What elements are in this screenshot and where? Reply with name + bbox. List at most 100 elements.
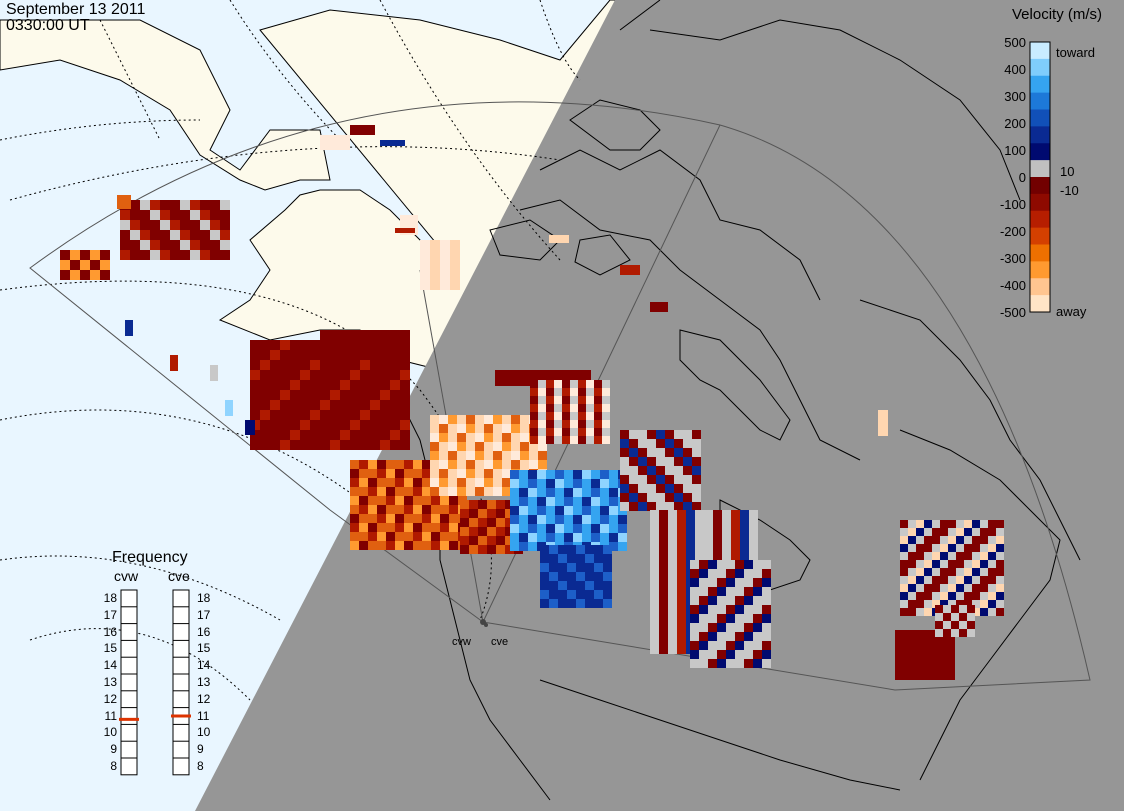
backscatter-cell: [430, 469, 439, 478]
backscatter-cell: [980, 528, 988, 536]
backscatter-cell: [260, 400, 270, 410]
backscatter-cell: [370, 350, 380, 360]
backscatter-cell: [932, 552, 940, 560]
backscatter-cell: [699, 560, 708, 569]
backscatter-cell: [650, 627, 659, 636]
backscatter-cell: [586, 428, 594, 436]
backscatter-cell: [585, 581, 594, 590]
backscatter-cell: [120, 240, 130, 250]
backscatter-cell: [609, 524, 618, 533]
velocity-colorbar-segment: [1030, 143, 1050, 161]
backscatter-cell: [692, 439, 701, 448]
backscatter-cell: [665, 466, 674, 475]
backscatter-cell: [350, 487, 359, 496]
backscatter-cell: [980, 560, 988, 568]
backscatter-cell: [668, 528, 677, 537]
backscatter-cell: [940, 552, 948, 560]
backscatter-cell: [908, 520, 916, 528]
backscatter-cell: [609, 479, 618, 488]
backscatter-cell: [594, 590, 603, 599]
backscatter-cell: [350, 340, 360, 350]
backscatter-cell: [582, 533, 591, 542]
backscatter-cell: [554, 396, 562, 404]
backscatter-cell: [280, 340, 290, 350]
backscatter-cell: [449, 523, 458, 532]
backscatter-cell: [674, 457, 683, 466]
backscatter-cell: [951, 621, 959, 629]
backscatter-cell: [386, 496, 395, 505]
backscatter-cell: [735, 614, 744, 623]
backscatter-cell: [460, 518, 469, 527]
backscatter-cell: [578, 412, 586, 420]
backscatter-cell: [300, 380, 310, 390]
backscatter-cell: [413, 532, 422, 541]
backscatter-cell: [320, 350, 330, 360]
backscatter-cell: [674, 493, 683, 502]
backscatter-cell: [404, 478, 413, 487]
backscatter-cell: [430, 240, 440, 250]
backscatter-cell: [647, 475, 656, 484]
backscatter-cell: [686, 555, 695, 564]
backscatter-cell: [668, 537, 677, 546]
backscatter-cell: [290, 400, 300, 410]
backscatter-cell: [668, 627, 677, 636]
backscatter-cell: [530, 396, 538, 404]
backscatter-cell: [551, 370, 559, 378]
backscatter-cell: [699, 641, 708, 650]
backscatter-cell: [900, 584, 908, 592]
backscatter-cell: [656, 484, 665, 493]
velocity-tick-label: -100: [999, 197, 1026, 212]
backscatter-cell: [647, 430, 656, 439]
backscatter-cell: [980, 544, 988, 552]
backscatter-cell: [478, 500, 487, 509]
backscatter-cell: [674, 430, 683, 439]
backscatter-cell: [980, 592, 988, 600]
backscatter-cell: [603, 599, 612, 608]
backscatter-cell: [359, 505, 368, 514]
backscatter-cell: [555, 524, 564, 533]
backscatter-cell: [439, 469, 448, 478]
velocity-colorbar-segment: [1030, 193, 1050, 212]
backscatter-cell: [690, 614, 699, 623]
backscatter-cell: [948, 560, 956, 568]
backscatter-cell: [270, 390, 280, 400]
backscatter-cell: [647, 448, 656, 457]
backscatter-cell: [350, 505, 359, 514]
backscatter-cell: [573, 524, 582, 533]
backscatter-cell: [753, 632, 762, 641]
backscatter-cell: [475, 451, 484, 460]
backscatter-cell: [620, 439, 629, 448]
backscatter-cell: [538, 442, 547, 451]
backscatter-cell: [656, 439, 665, 448]
backscatter-cell: [460, 527, 469, 536]
backscatter-cell: [916, 544, 924, 552]
backscatter-cell: [582, 515, 591, 524]
backscatter-cell: [900, 528, 908, 536]
backscatter-cell: [924, 592, 932, 600]
backscatter-cell: [395, 460, 404, 469]
backscatter-cell: [713, 519, 722, 528]
backscatter-cell: [540, 599, 549, 608]
backscatter-cell: [905, 650, 915, 660]
backscatter-cell: [591, 479, 600, 488]
backscatter-cell: [340, 440, 350, 450]
backscatter-cell: [735, 560, 744, 569]
backscatter-cell: [440, 496, 449, 505]
backscatter-cell: [340, 370, 350, 380]
backscatter-cell: [753, 560, 762, 569]
backscatter-cell: [735, 578, 744, 587]
backscatter-cell: [320, 420, 330, 430]
backscatter-cell: [753, 641, 762, 650]
backscatter-cell: [704, 519, 713, 528]
backscatter-cell: [400, 330, 410, 340]
backscatter-cell: [280, 360, 290, 370]
backscatter-cell: [546, 412, 554, 420]
backscatter-cell: [430, 250, 440, 260]
backscatter-cell: [603, 554, 612, 563]
backscatter-cell: [130, 200, 140, 210]
backscatter-cell: [570, 420, 578, 428]
backscatter-cell: [585, 599, 594, 608]
backscatter-cell: [395, 469, 404, 478]
backscatter-cell: [996, 600, 1004, 608]
backscatter-cell: [270, 420, 280, 430]
